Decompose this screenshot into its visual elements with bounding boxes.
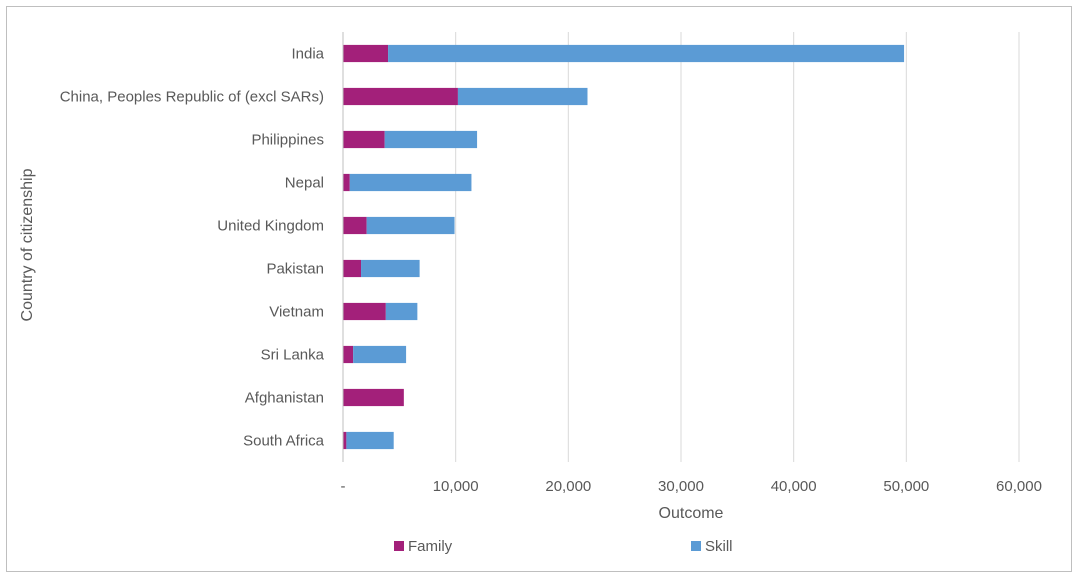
category-label: India [291, 46, 324, 63]
category-label: Pakistan [266, 261, 324, 278]
category-label: Vietnam [269, 304, 324, 321]
bar-skill [384, 130, 478, 149]
x-tick-label: 60,000 [996, 478, 1042, 495]
category-label: China, Peoples Republic of (excl SARs) [60, 89, 324, 106]
x-tick-label: 20,000 [545, 478, 591, 495]
bar-skill [353, 345, 407, 364]
bar-skill [366, 216, 455, 235]
x-tick-label: 50,000 [883, 478, 929, 495]
category-label: Philippines [251, 132, 324, 149]
bar-family [343, 388, 404, 407]
x-axis-title: Outcome [659, 505, 724, 522]
legend-swatch-family [394, 541, 404, 551]
y-axis-title: Country of citizenship [19, 168, 36, 321]
bar-family [343, 216, 367, 235]
bars [343, 44, 905, 450]
bar-skill [388, 44, 905, 63]
bar-family [343, 87, 458, 106]
bar-skill [349, 173, 472, 192]
x-tick-label: 40,000 [771, 478, 817, 495]
legend-label-family: Family [408, 538, 453, 555]
bar-skill [346, 431, 394, 450]
x-tick-label: - [341, 478, 346, 495]
bar-family [343, 173, 350, 192]
bar-family [343, 44, 389, 63]
category-label: Afghanistan [245, 390, 324, 407]
bar-family [343, 259, 362, 278]
x-tick-label: 10,000 [433, 478, 479, 495]
legend-swatch-skill [691, 541, 701, 551]
legend: Family Skill [394, 538, 733, 555]
legend-label-skill: Skill [705, 538, 733, 555]
bar-family [343, 302, 386, 321]
bar-skill [385, 302, 418, 321]
category-label: Sri Lanka [261, 347, 325, 364]
bar-family [343, 345, 354, 364]
bar-skill [457, 87, 588, 106]
category-label: Nepal [285, 175, 324, 192]
category-label: South Africa [243, 433, 325, 450]
x-tick-labels: - 10,000 20,000 30,000 40,000 50,000 60,000 [341, 478, 1042, 495]
bar-skill [361, 259, 420, 278]
bar-family [343, 431, 347, 450]
category-labels: India China, Peoples Republic of (excl SA… [60, 46, 325, 450]
category-label: United Kingdom [217, 218, 324, 235]
x-tick-label: 30,000 [658, 478, 704, 495]
bar-family [343, 130, 385, 149]
